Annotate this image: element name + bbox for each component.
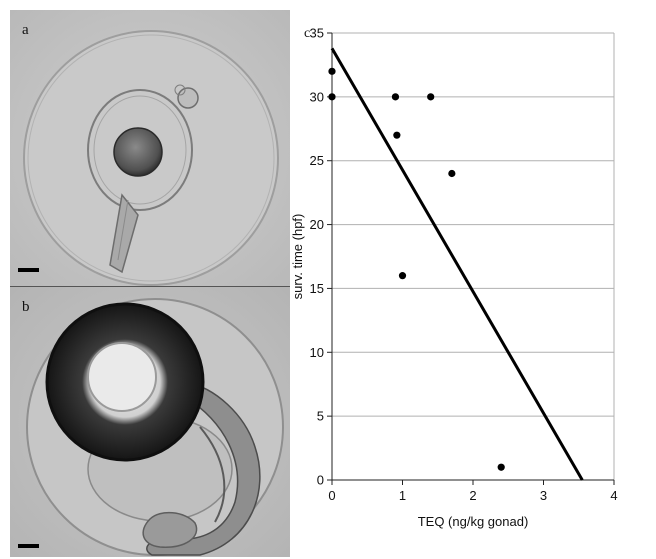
data-points: [328, 67, 505, 471]
y-tick-label: 5: [317, 409, 324, 424]
panel-divider: [10, 286, 290, 287]
y-tick-label: 35: [310, 26, 324, 41]
x-tick-label: 1: [399, 488, 406, 503]
y-tick-label: 0: [317, 473, 324, 488]
data-point: [448, 169, 456, 178]
data-point: [398, 272, 407, 280]
trendline-layer: [330, 47, 584, 481]
tick-labels: 0 5 10 15 20 25 30 35 0 1 2 3 4: [310, 26, 618, 504]
panel-c-label: c: [304, 26, 310, 41]
data-point: [328, 93, 336, 101]
x-tick-label: 0: [328, 488, 335, 503]
panel-a-micrograph: a: [10, 10, 290, 287]
x-tick-label: 2: [469, 488, 476, 503]
scale-bar: [18, 544, 39, 548]
early-embryo-image: [10, 10, 290, 287]
y-tick-label: 10: [310, 345, 324, 360]
data-point: [328, 67, 336, 75]
data-point: [427, 93, 435, 101]
panel-b-micrograph: b: [10, 287, 290, 557]
y-tick-label: 25: [310, 153, 324, 168]
y-tick-label: 20: [310, 217, 324, 232]
late-embryo-image: [10, 287, 290, 557]
data-point: [393, 131, 401, 139]
y-tick-label: 30: [310, 89, 324, 104]
y-axis-label: surv. time (hpf): [290, 214, 305, 300]
x-axis-label: TEQ (ng/kg gonad): [418, 514, 529, 529]
panel-b-label: b: [22, 299, 30, 315]
gridlines: [332, 32, 615, 480]
data-point: [497, 463, 505, 471]
y-tick-label: 15: [310, 281, 324, 296]
axes: [327, 32, 615, 485]
x-tick-label: 4: [610, 488, 617, 503]
x-tick-label: 3: [540, 488, 547, 503]
data-point: [391, 93, 400, 101]
scale-bar: [18, 268, 39, 272]
trendline: [330, 47, 584, 481]
panel-a-label: a: [22, 22, 29, 38]
